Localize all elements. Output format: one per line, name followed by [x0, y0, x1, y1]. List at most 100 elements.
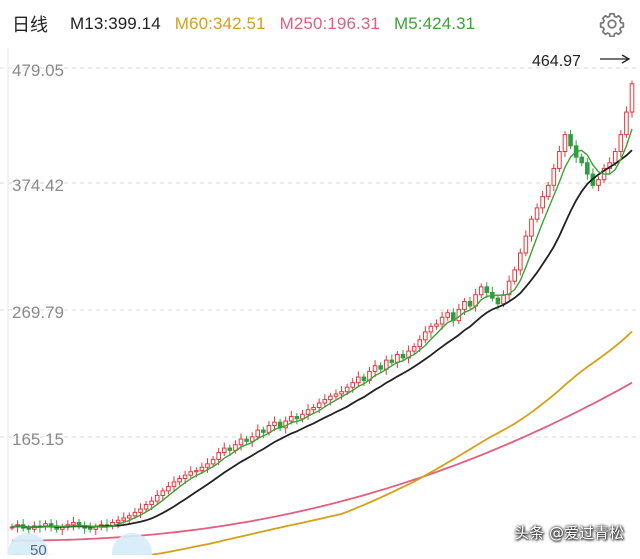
candle-body: [411, 346, 417, 352]
candle-body: [417, 339, 423, 348]
candle-body: [389, 359, 395, 363]
candle-body: [160, 490, 166, 496]
candle-body: [579, 156, 585, 164]
candle-body: [121, 517, 127, 521]
candle-body: [395, 353, 400, 363]
candle-body: [540, 196, 545, 209]
max-arrow-head: [621, 54, 631, 64]
candle-body: [534, 207, 540, 220]
candle-body: [478, 286, 484, 296]
candle-body: [467, 300, 473, 307]
y-tick-label: 165.15: [12, 430, 64, 449]
candle-body: [294, 416, 300, 420]
candle-body: [378, 365, 383, 370]
candle-body: [562, 134, 568, 153]
candle-body: [154, 494, 160, 502]
candle-body: [316, 402, 322, 408]
scroll-label: 50: [30, 542, 47, 559]
candle-body: [132, 511, 138, 517]
ma5-label: M5:424.31: [393, 14, 476, 33]
candle-body: [194, 470, 199, 473]
candle-body: [523, 235, 529, 254]
y-axis-labels: 479.05 374.42 269.79 165.15: [12, 61, 64, 449]
candle-body: [143, 503, 149, 510]
candle-body: [512, 269, 518, 282]
candle-body: [372, 365, 378, 372]
candle-body: [445, 312, 450, 318]
candle-body: [585, 162, 590, 175]
candle-body: [216, 452, 221, 460]
ma-lines: [11, 128, 633, 555]
candle-body: [423, 331, 428, 341]
candle-body: [624, 111, 629, 136]
candle-body: [210, 458, 216, 465]
candle-body: [434, 323, 439, 327]
y-tick-label: 269.79: [12, 303, 64, 322]
candle-body: [568, 134, 573, 147]
y-tick-label: 374.42: [12, 176, 64, 195]
candle-body: [288, 416, 294, 422]
candle-body: [551, 167, 557, 186]
candle-body: [333, 393, 339, 397]
candle-body: [484, 286, 490, 293]
chart-gridlines: [0, 48, 640, 555]
candle-body: [177, 478, 182, 483]
candle-body: [205, 463, 210, 468]
candle-body: [612, 151, 618, 164]
candle-body: [439, 316, 445, 325]
ma250-line: [12, 381, 633, 542]
watermark: 头条 @爱过青松: [514, 524, 624, 542]
candle-body: [255, 429, 261, 438]
candle-body: [138, 508, 143, 513]
candle-body: [266, 425, 272, 433]
candle-body: [87, 527, 93, 530]
candle-body: [339, 391, 344, 395]
ma13-line: [11, 149, 633, 529]
candle-body: [188, 471, 194, 476]
candle-body: [227, 447, 233, 451]
candle-body: [506, 280, 512, 296]
candle-body: [344, 386, 350, 393]
candle-body: [26, 527, 32, 530]
candle-body: [182, 474, 188, 480]
candle-body: [199, 466, 205, 472]
candle-body: [221, 447, 227, 454]
ma-header: 日线 M13:399.14 M60:342.51 M250:196.31 M5:…: [0, 0, 640, 48]
candle-body: [545, 184, 551, 198]
candle-body: [166, 485, 171, 492]
candle-body: [311, 406, 316, 411]
scroll-handle-right[interactable]: [112, 533, 152, 555]
candle-body: [517, 252, 523, 271]
max-price-label: 464.97: [532, 53, 581, 70]
candle-body: [350, 382, 356, 388]
candle-body: [618, 134, 624, 153]
y-tick-label: 479.05: [12, 61, 64, 80]
candle-body: [48, 523, 54, 527]
ma60-label: M60:342.51: [174, 14, 266, 33]
candle-body: [261, 429, 266, 433]
candle-body: [322, 399, 328, 404]
candle-body: [300, 413, 305, 420]
ma60-line: [11, 330, 633, 555]
candle-body: [557, 151, 562, 169]
candle-body: [501, 294, 506, 305]
candle-body: [71, 522, 76, 526]
candlestick-chart[interactable]: 479.05 374.42 269.79 165.15 464.97: [0, 48, 640, 555]
ma13-label: M13:399.14: [70, 14, 161, 33]
gear-icon[interactable]: [598, 10, 626, 38]
max-price-marker: 464.97: [532, 53, 631, 70]
candle-body: [238, 438, 244, 446]
candle-body: [328, 395, 333, 401]
candle-body: [495, 297, 501, 305]
candle-body: [596, 179, 601, 186]
scroll-handle-left[interactable]: [8, 533, 48, 555]
candle-body: [249, 436, 255, 442]
candle-body: [126, 515, 132, 519]
ma250-label: M250:196.31: [279, 14, 380, 33]
candle-body: [361, 376, 367, 381]
candle-body: [115, 519, 121, 524]
period-label[interactable]: 日线: [12, 15, 48, 35]
candle-body: [305, 409, 311, 415]
candles: [9, 80, 635, 535]
candle-body: [272, 421, 277, 427]
